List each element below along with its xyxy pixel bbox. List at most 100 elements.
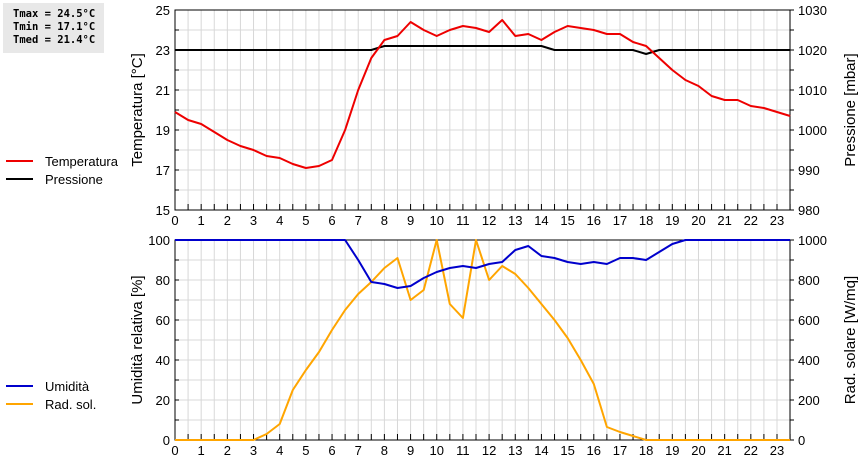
y-tick-label-right: 400 [798, 353, 820, 368]
tmin-stat: Tmin = 17.1°C [13, 21, 96, 33]
x-tick-label: 19 [665, 443, 679, 458]
x-tick-label: 18 [639, 213, 653, 228]
y-tick-label-right: 1000 [798, 123, 827, 138]
legend-item-radsol: Rad. sol. [6, 395, 96, 413]
legend-item-umidita: Umidità [6, 377, 96, 395]
x-tick-label: 8 [381, 213, 388, 228]
y-tick-label-left: 19 [156, 123, 170, 138]
legend-swatch-black [6, 178, 33, 180]
y-tick-label-right: 980 [798, 203, 820, 218]
x-tick-label: 0 [171, 213, 178, 228]
x-tick-label: 14 [534, 443, 548, 458]
tmax-stat: Tmax = 24.5°C [13, 8, 96, 20]
x-tick-label: 2 [224, 213, 231, 228]
y-tick-label-right: 1010 [798, 83, 827, 98]
legend-swatch-blue [6, 385, 33, 387]
x-tick-label: 7 [355, 443, 362, 458]
legend-label: Umidità [45, 378, 90, 394]
legend-item-pressione: Pressione [6, 170, 118, 188]
y-tick-label-left: 15 [156, 203, 170, 218]
legend-label: Pressione [45, 171, 103, 187]
x-tick-label: 11 [456, 213, 470, 228]
y-axis-label-right: Rad. solare [W/mq] [842, 276, 859, 404]
x-tick-label: 22 [744, 213, 758, 228]
x-tick-label: 20 [691, 213, 705, 228]
x-tick-label: 23 [770, 443, 784, 458]
y-tick-label-right: 0 [798, 433, 805, 448]
legend-label: Rad. sol. [45, 396, 97, 412]
y-axis-label-right: Pressione [mbar] [842, 53, 859, 166]
legend-top: Temperatura Pressione [6, 152, 118, 188]
y-tick-label-left: 21 [156, 83, 170, 98]
x-tick-label: 9 [407, 443, 414, 458]
y-tick-label-left: 25 [156, 3, 170, 18]
tmed-stat: Tmed = 21.4°C [13, 34, 96, 46]
x-tick-label: 16 [587, 443, 601, 458]
y-axis-label-left: Temperatura [°C] [129, 53, 146, 167]
x-tick-label: 4 [276, 443, 283, 458]
x-tick-label: 20 [691, 443, 705, 458]
x-tick-label: 0 [171, 443, 178, 458]
legend-swatch-orange [6, 403, 33, 405]
x-tick-label: 3 [250, 213, 257, 228]
x-tick-label: 12 [482, 443, 496, 458]
x-tick-label: 21 [717, 213, 731, 228]
x-tick-label: 1 [198, 443, 205, 458]
x-tick-label: 6 [328, 213, 335, 228]
legend-label: Temperatura [45, 153, 118, 169]
x-tick-label: 15 [560, 443, 574, 458]
y-tick-label-right: 1000 [798, 233, 827, 248]
x-tick-label: 6 [328, 443, 335, 458]
x-tick-label: 17 [613, 443, 627, 458]
y-tick-label-left: 80 [156, 273, 170, 288]
x-tick-label: 16 [587, 213, 601, 228]
chart-panel-2: 0 1 2 3 4 5 6 7 8 9 10 11 12 13 14 15 16 17 18 19 20 21 22 2302… [129, 233, 859, 458]
y-tick-label-right: 200 [798, 393, 820, 408]
stats-box: Tmax = 24.5°C Tmin = 17.1°C Tmed = 21.4°… [3, 3, 104, 53]
x-tick-label: 11 [456, 443, 470, 458]
x-tick-label: 18 [639, 443, 653, 458]
y-tick-label-right: 990 [798, 163, 820, 178]
y-tick-label-right: 1030 [798, 3, 827, 18]
x-tick-label: 4 [276, 213, 283, 228]
x-tick-label: 13 [508, 443, 522, 458]
legend-bottom: Umidità Rad. sol. [6, 377, 96, 413]
y-tick-label-right: 600 [798, 313, 820, 328]
y-tick-label-left: 60 [156, 313, 170, 328]
x-tick-label: 10 [430, 443, 444, 458]
legend-swatch-red [6, 160, 33, 162]
x-tick-label: 7 [355, 213, 362, 228]
x-tick-label: 3 [250, 443, 257, 458]
chart-panel-1: 0 1 2 3 4 5 6 7 8 9 10 11 12 13 14 15 16 17 18 19 20 21 22 2315… [129, 3, 859, 228]
series-line-temperatura [174, 19, 791, 169]
y-tick-label-left: 40 [156, 353, 170, 368]
y-tick-label-left: 23 [156, 43, 170, 58]
x-tick-label: 5 [302, 443, 309, 458]
series-line-pressione [175, 45, 791, 55]
y-tick-label-left: 20 [156, 393, 170, 408]
x-tick-label: 14 [534, 213, 548, 228]
y-tick-label-left: 100 [148, 233, 170, 248]
x-tick-label: 17 [613, 213, 627, 228]
x-tick-label: 15 [560, 213, 574, 228]
y-tick-label-right: 1020 [798, 43, 827, 58]
y-tick-label-left: 0 [163, 433, 170, 448]
x-tick-label: 9 [407, 213, 414, 228]
legend-item-temperatura: Temperatura [6, 152, 118, 170]
x-tick-label: 21 [717, 443, 731, 458]
y-axis-label-left: Umidità relativa [%] [129, 275, 146, 404]
x-tick-label: 12 [482, 213, 496, 228]
x-tick-label: 13 [508, 213, 522, 228]
x-tick-label: 22 [744, 443, 758, 458]
series-line-rad-sol- [175, 239, 791, 441]
x-tick-label: 10 [430, 213, 444, 228]
x-tick-label: 1 [198, 213, 205, 228]
y-tick-label-left: 17 [156, 163, 170, 178]
x-tick-label: 2 [224, 443, 231, 458]
x-tick-label: 23 [770, 213, 784, 228]
series-line-umidit- [175, 239, 791, 289]
x-tick-label: 5 [302, 213, 309, 228]
x-tick-label: 8 [381, 443, 388, 458]
y-tick-label-right: 800 [798, 273, 820, 288]
